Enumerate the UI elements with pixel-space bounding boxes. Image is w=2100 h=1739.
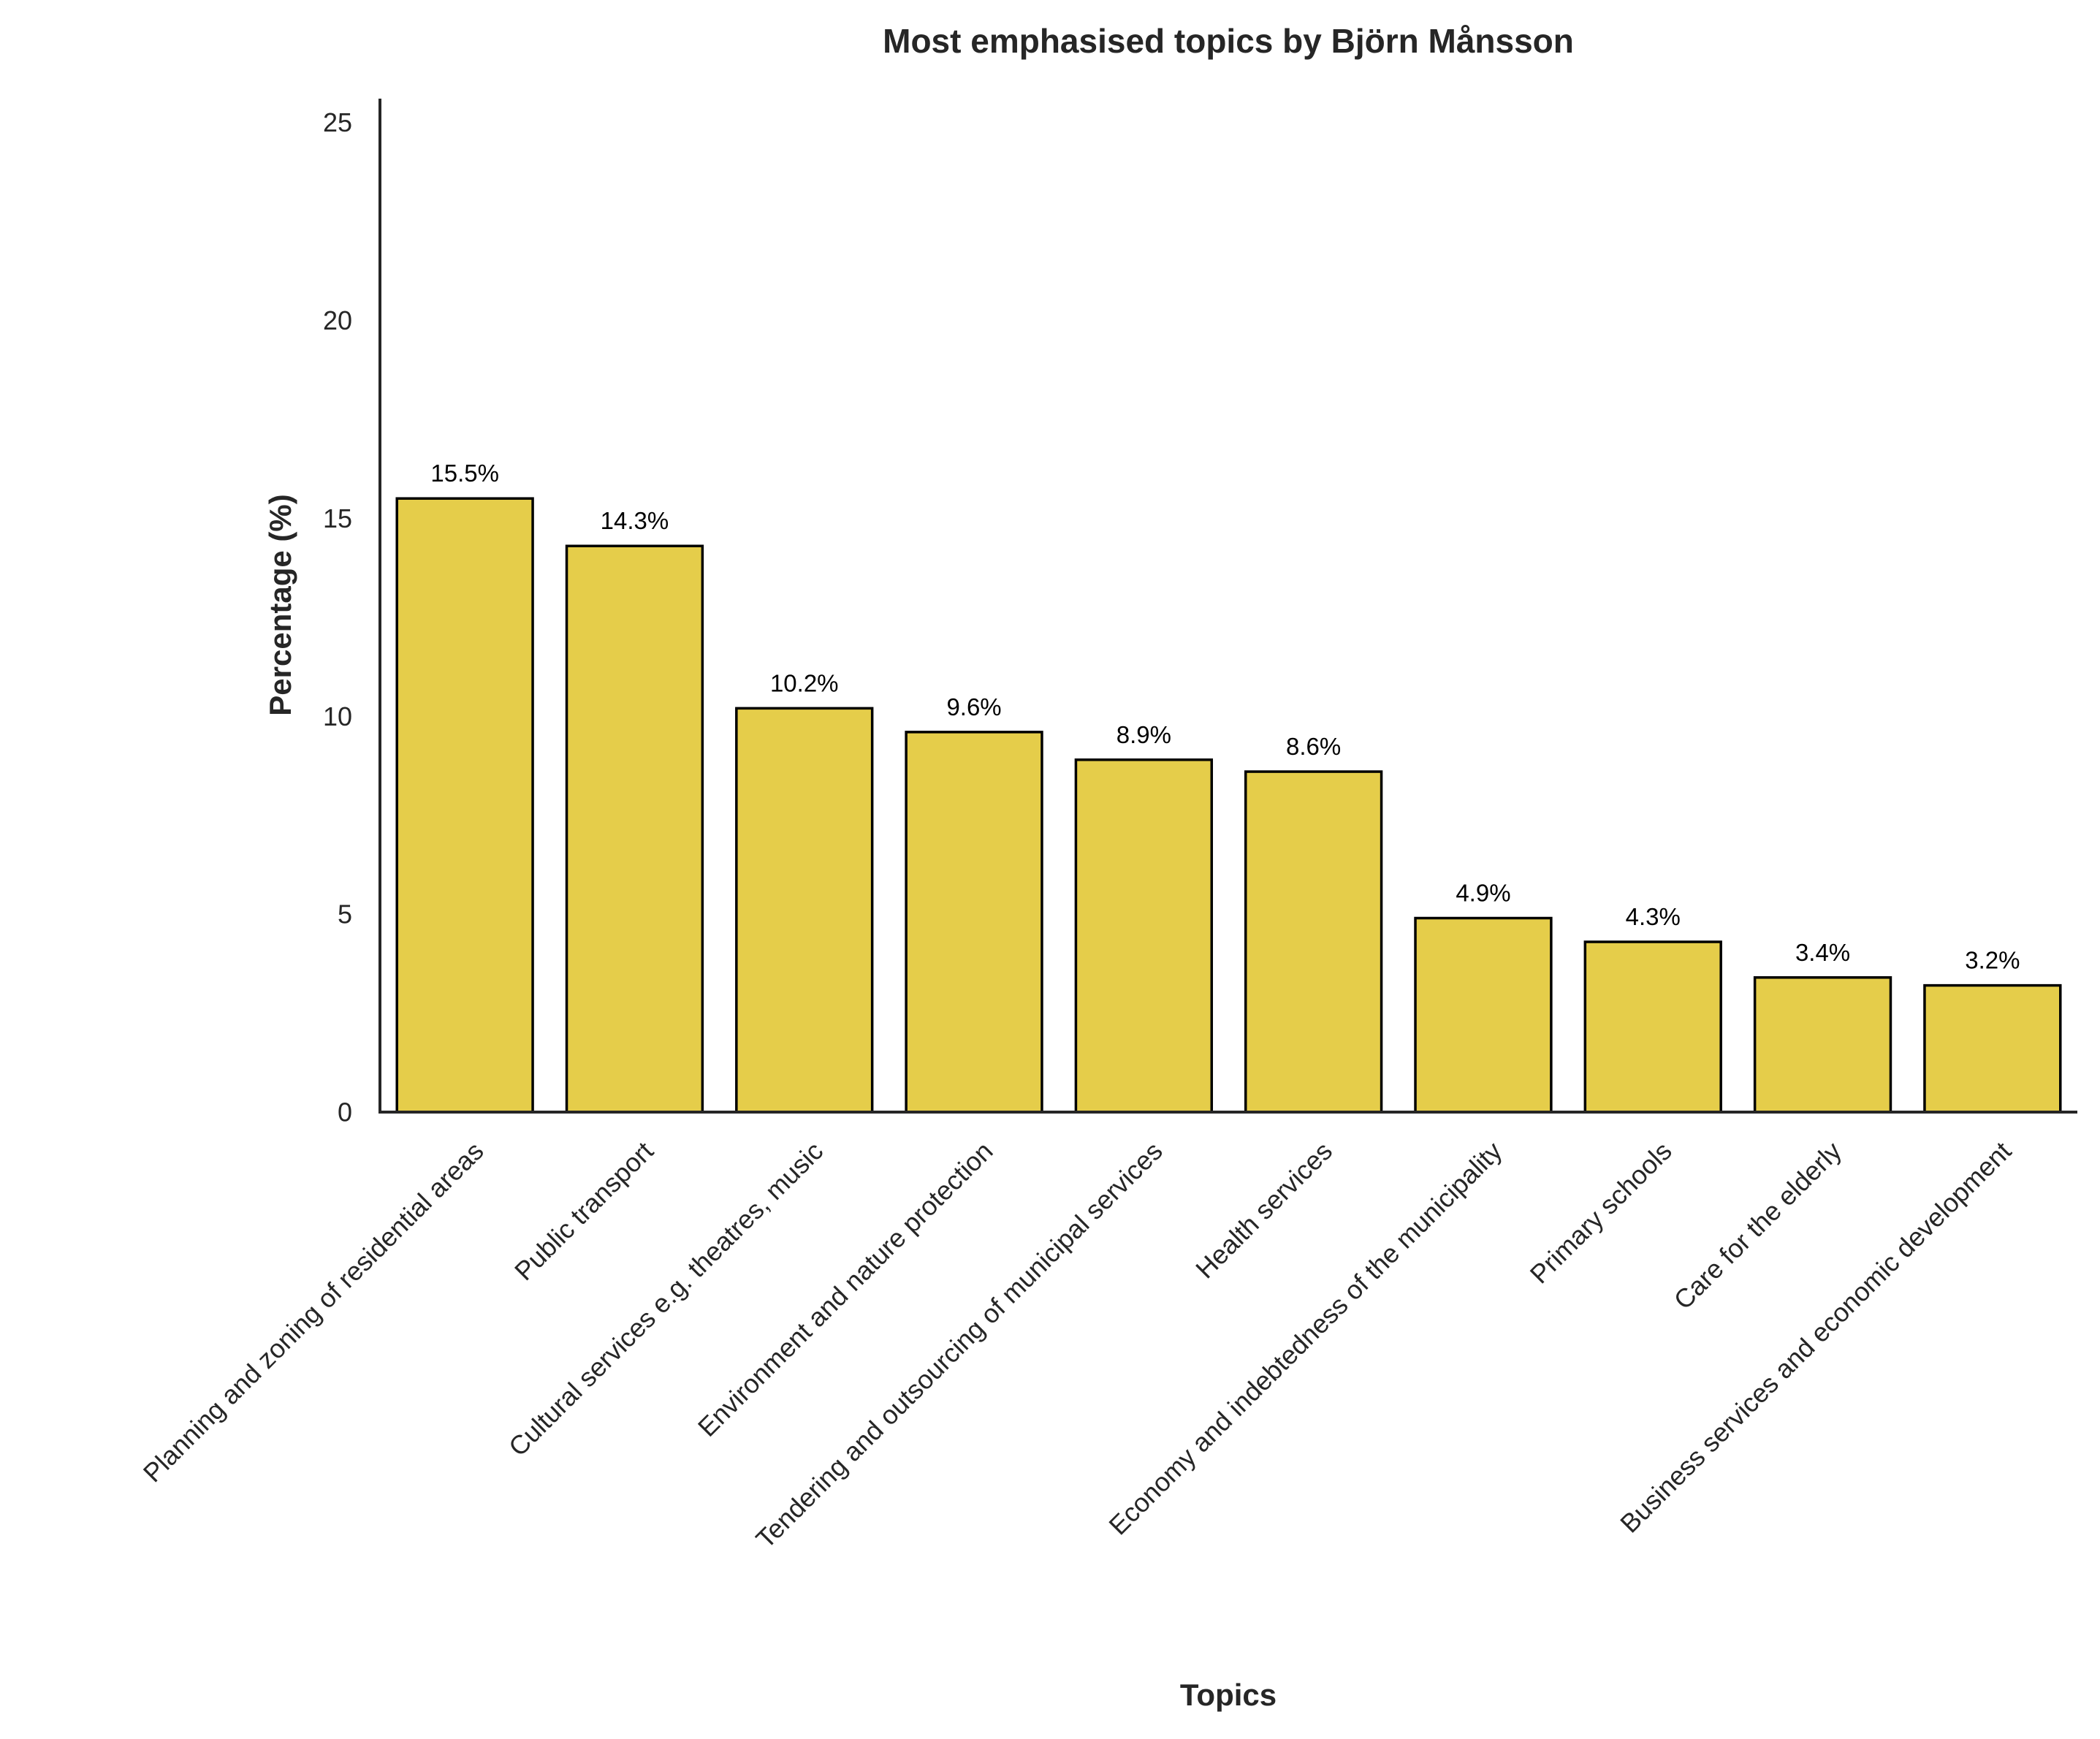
x-tick-label: Public transport	[509, 1135, 659, 1286]
bar	[905, 731, 1043, 1114]
bar	[1074, 758, 1214, 1114]
y-tick-label: 20	[323, 305, 352, 335]
x-tick-label: Environment and nature protection	[692, 1135, 999, 1442]
bar	[395, 497, 534, 1114]
data-label: 8.6%	[1286, 733, 1341, 760]
bar	[565, 544, 704, 1114]
x-tick-label: Cultural services e.g. theatres, music	[503, 1135, 829, 1461]
data-labels-layer: 15.5% 14.3% 10.2% 9.6% 8.9% 8.6% 4.9% 4.3% 3.4% 3…	[430, 460, 2020, 973]
y-tick-label: 25	[323, 107, 352, 137]
y-tick-label: 5	[338, 899, 352, 929]
y-axis-ticks: 0 5 10 15 20 25	[323, 107, 352, 1127]
x-axis-ticks: Planning and zoning of residential areas…	[137, 1135, 2017, 1553]
data-label: 4.3%	[1626, 903, 1681, 930]
data-label: 8.9%	[1116, 721, 1171, 748]
data-label: 10.2%	[770, 669, 839, 696]
data-label: 9.6%	[946, 693, 1001, 720]
x-tick-label: Primary schools	[1524, 1135, 1678, 1289]
data-label: 3.2%	[1965, 947, 2020, 974]
x-tick-label: Care for the elderly	[1668, 1135, 1847, 1314]
bar	[1583, 940, 1722, 1114]
chart-title: Most emphasised topics by Björn Månsson	[883, 22, 1574, 60]
y-tick-label: 15	[323, 503, 352, 533]
y-tick-label: 0	[338, 1097, 352, 1127]
x-tick-label: Health services	[1190, 1135, 1338, 1284]
x-tick-label: Economy and indebtedness of the municipa…	[1103, 1135, 1507, 1540]
x-tick-label: Planning and zoning of residential areas	[137, 1135, 490, 1488]
x-tick-label: Business services and economic developme…	[1614, 1135, 2017, 1538]
bar	[1414, 916, 1553, 1114]
bars-layer	[395, 497, 2062, 1114]
x-tick-label: Tendering and outsourcing of municipal s…	[750, 1135, 1168, 1553]
x-axis-title: Topics	[1180, 1678, 1277, 1712]
bar	[735, 707, 874, 1114]
y-axis-title: Percentage (%)	[263, 494, 297, 715]
bar	[1244, 770, 1383, 1114]
data-label: 15.5%	[430, 460, 499, 487]
bar	[1753, 976, 1892, 1114]
y-tick-label: 10	[323, 701, 352, 731]
data-label: 14.3%	[601, 507, 669, 534]
bar	[1923, 983, 2062, 1114]
data-label: 4.9%	[1456, 880, 1510, 907]
data-label: 3.4%	[1795, 939, 1850, 966]
